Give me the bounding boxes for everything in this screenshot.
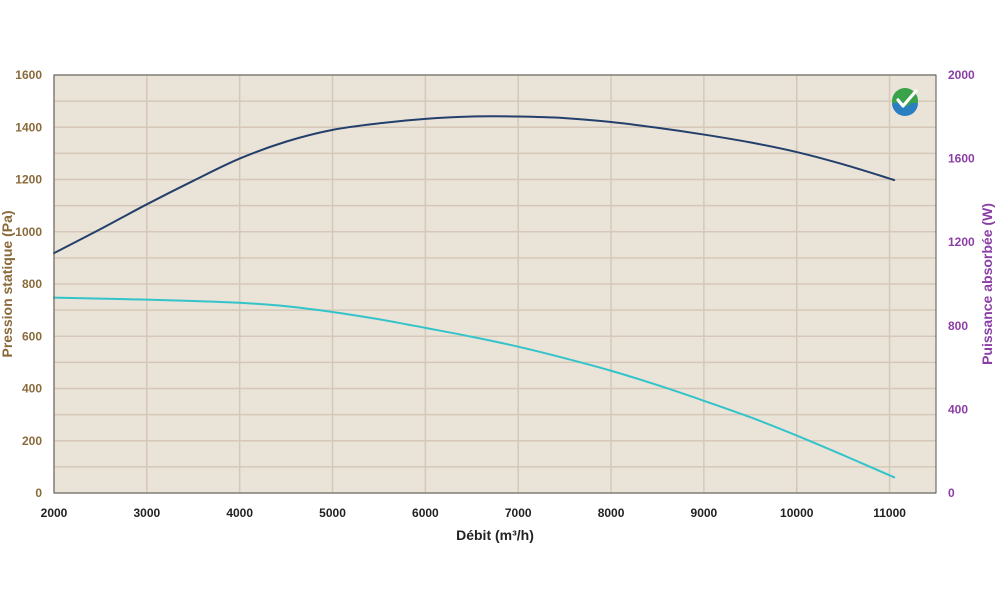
y-tick-label: 200 bbox=[22, 434, 42, 448]
series-layer bbox=[53, 115, 896, 479]
x-tick-label: 10000 bbox=[780, 506, 814, 520]
y2-axis-title: Puissance absorbée (W) bbox=[979, 203, 995, 365]
y-tick-label: 400 bbox=[22, 382, 42, 396]
y-axis-title: Pression statique (Pa) bbox=[0, 210, 15, 357]
y2-tick-label: 0 bbox=[948, 486, 955, 500]
checkmark-logo bbox=[892, 88, 918, 116]
x-tick-label: 9000 bbox=[691, 506, 718, 520]
y-tick-label: 1200 bbox=[15, 173, 42, 187]
x-tick-label: 3000 bbox=[133, 506, 160, 520]
x-tick-label: 11000 bbox=[873, 506, 906, 520]
x-tick-label: 8000 bbox=[598, 506, 625, 520]
logo-swoosh bbox=[892, 103, 918, 116]
x-tick-label: 2000 bbox=[41, 506, 68, 520]
y-tick-label: 0 bbox=[35, 486, 42, 500]
y-tick-label: 600 bbox=[22, 329, 42, 343]
y-tick-label: 1000 bbox=[15, 225, 42, 239]
plot-frame bbox=[53, 74, 937, 494]
y2-tick-label: 800 bbox=[948, 319, 968, 333]
series-line-1 bbox=[53, 115, 896, 255]
y-tick-label: 800 bbox=[22, 277, 42, 291]
series-line-2 bbox=[53, 296, 896, 479]
y2-tick-label: 400 bbox=[948, 402, 968, 416]
tick-labels: 2000 3000 4000 5000 6000 7000 8000 9000 10000 110… bbox=[15, 68, 975, 520]
y-tick-label: 1600 bbox=[15, 68, 42, 82]
x-tick-label: 6000 bbox=[412, 506, 439, 520]
x-tick-label: 5000 bbox=[319, 506, 346, 520]
x-tick-label: 7000 bbox=[505, 506, 532, 520]
x-axis-title: Débit (m³/h) bbox=[456, 527, 534, 543]
y-tick-label: 1400 bbox=[15, 120, 42, 134]
y2-tick-label: 1200 bbox=[948, 235, 975, 249]
logo-check bbox=[896, 89, 918, 108]
y2-tick-label: 2000 bbox=[948, 68, 975, 82]
x-tick-label: 4000 bbox=[226, 506, 253, 520]
y2-tick-label: 1600 bbox=[948, 152, 975, 166]
